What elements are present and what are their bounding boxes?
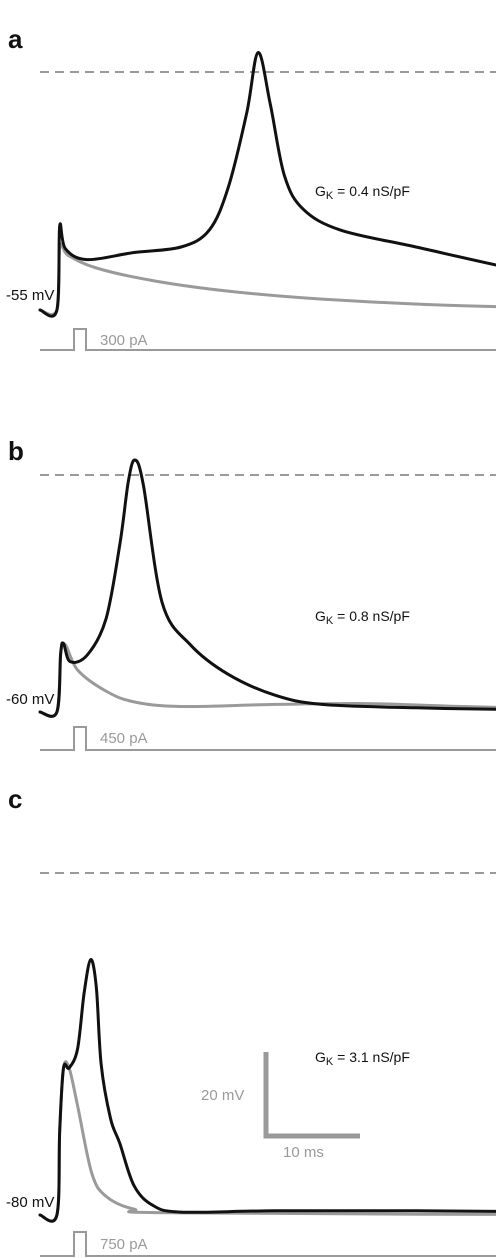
panel-b: b -60 mV GK = 0.8 nS/pF 450 pA: [6, 436, 496, 751]
panel-c-stimulus-label: 750 pA: [100, 1236, 148, 1253]
panel-a-stimulus-pulse: [40, 328, 496, 351]
panel-a-rest-label: -55 mV: [6, 287, 54, 304]
panel-c: c -80 mV GK = 3.1 nS/pF 750 pA: [6, 784, 496, 1257]
panel-b-letter: b: [8, 436, 24, 466]
panel-c-rest-label: -80 mV: [6, 1194, 54, 1211]
panel-b-control-trace: [38, 641, 496, 718]
panel-a-spike-trace: [38, 50, 496, 318]
panel-a-control-trace: [38, 242, 496, 317]
panel-c-gk-label: GK = 3.1 nS/pF: [315, 1049, 410, 1068]
panel-b-rest-label: -60 mV: [6, 691, 54, 708]
scale-bar-time-label: 10 ms: [283, 1144, 324, 1161]
panel-b-spike-trace: [38, 458, 496, 718]
panel-b-stimulus-label: 450 pA: [100, 730, 148, 747]
scale-bar-voltage-label: 20 mV: [201, 1087, 244, 1104]
panel-a-stimulus-label: 300 pA: [100, 332, 148, 349]
panel-c-letter: c: [8, 784, 22, 814]
panel-a-gk-label: GK = 0.4 nS/pF: [315, 183, 410, 202]
panel-b-stimulus-pulse: [40, 726, 496, 751]
panel-a-letter: a: [8, 24, 23, 54]
scale-bar: 20 mV 10 ms: [201, 1052, 360, 1161]
panel-c-spike-trace: [38, 958, 496, 1223]
panel-c-stimulus-pulse: [40, 1231, 496, 1257]
panel-a: a -55 mV GK = 0.4 nS/pF 300 pA: [6, 24, 496, 351]
panel-b-gk-label: GK = 0.8 nS/pF: [315, 608, 410, 627]
scale-bar-lines: [263, 1052, 360, 1139]
